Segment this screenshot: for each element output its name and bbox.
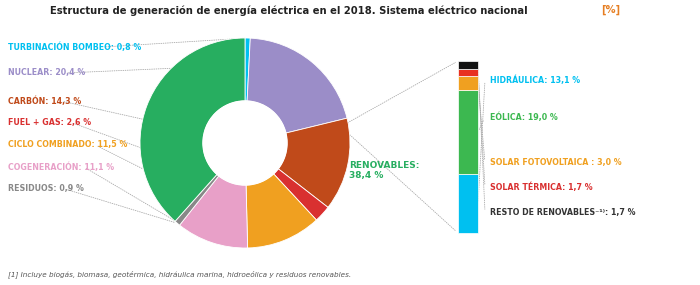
Wedge shape — [175, 174, 219, 225]
Text: CICLO COMBINADO: 11,5 %: CICLO COMBINADO: 11,5 % — [8, 141, 127, 150]
Text: [1] Incluye biogás, biomasa, geotérmica, hidráulica marina, hidroeólica y residu: [1] Incluye biogás, biomasa, geotérmica,… — [8, 270, 351, 278]
Bar — [458, 89, 478, 174]
Bar — [458, 69, 478, 76]
Text: NUCLEAR: 20,4 %: NUCLEAR: 20,4 % — [8, 68, 85, 78]
Bar — [458, 61, 478, 69]
Text: RESIDUOS: 0,9 %: RESIDUOS: 0,9 % — [8, 184, 84, 194]
Text: SOLAR FOTOVOLTAICA : 3,0 %: SOLAR FOTOVOLTAICA : 3,0 % — [490, 158, 622, 168]
Circle shape — [203, 101, 287, 185]
Bar — [458, 174, 478, 233]
Text: COGENERACIÓN: 11,1 %: COGENERACIÓN: 11,1 % — [8, 162, 114, 172]
Text: Estructura de generación de energía eléctrica en el 2018. Sistema eléctrico naci: Estructura de generación de energía eléc… — [50, 5, 531, 15]
Text: SOLAR TÉRMICA: 1,7 %: SOLAR TÉRMICA: 1,7 % — [490, 182, 593, 192]
Wedge shape — [140, 38, 245, 221]
Wedge shape — [274, 169, 328, 220]
Text: RENOVABLES:
38,4 %: RENOVABLES: 38,4 % — [349, 160, 419, 180]
Wedge shape — [247, 38, 347, 133]
Text: [%]: [%] — [601, 5, 620, 15]
Wedge shape — [180, 176, 248, 248]
Text: FUEL + GAS: 2,6 %: FUEL + GAS: 2,6 % — [8, 119, 91, 127]
Wedge shape — [245, 38, 251, 101]
Text: CARBÓN: 14,3 %: CARBÓN: 14,3 % — [8, 96, 81, 106]
Bar — [458, 76, 478, 89]
Text: RESTO DE RENOVABLES⁻¹⁾: 1,7 %: RESTO DE RENOVABLES⁻¹⁾: 1,7 % — [490, 207, 636, 217]
Text: HIDRÁULICA: 13,1 %: HIDRÁULICA: 13,1 % — [490, 75, 580, 85]
Text: EÓLICA: 19,0 %: EÓLICA: 19,0 % — [490, 112, 558, 122]
Wedge shape — [278, 118, 350, 207]
Text: TURBINACIÓN BOMBEO: 0,8 %: TURBINACIÓN BOMBEO: 0,8 % — [8, 42, 141, 52]
Wedge shape — [246, 174, 316, 248]
